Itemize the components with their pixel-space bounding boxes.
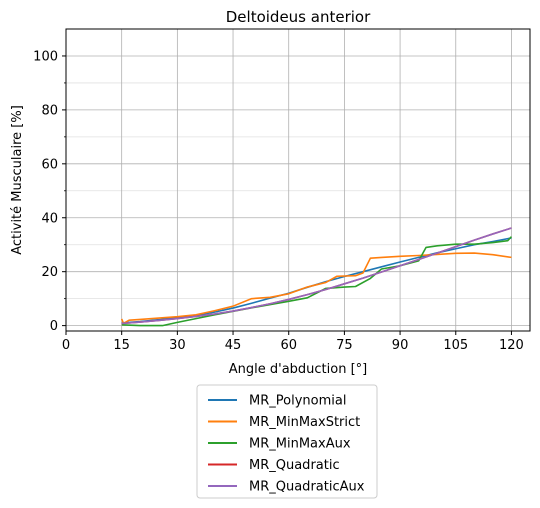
legend-box [196, 384, 378, 499]
series-line [120, 252, 512, 325]
x-tick-label: 105 [443, 338, 468, 353]
chart-title: Deltoideus anterior [226, 8, 371, 26]
legend-items: MR_Polynomial MR_MinMaxStrict MR_MinMaxAux… [208, 394, 365, 495]
series-layer [120, 227, 513, 327]
series-line [121, 237, 512, 324]
series-line [121, 227, 512, 325]
legend-label: MR_QuadraticAux [249, 480, 365, 495]
x-tick-label: 120 [499, 338, 524, 353]
x-axis-label: Angle d'abduction [°] [229, 362, 368, 377]
series-line [121, 236, 513, 327]
legend: MR_Polynomial MR_MinMaxStrict MR_MinMaxAux… [196, 384, 378, 499]
x-tick-label: 60 [280, 338, 297, 353]
plot-frame [65, 28, 531, 332]
y-tick-label: 60 [41, 157, 58, 172]
x-tick-label: 75 [336, 338, 353, 353]
tick-layer: 0 15 30 45 60 75 90 105 120 0 20 40 60 80 100 [33, 49, 524, 353]
x-tick-label: 45 [225, 338, 242, 353]
y-axis-label: Activité Musculaire [%] [10, 105, 25, 255]
y-tick-label: 40 [41, 211, 58, 226]
y-tick-label: 0 [50, 319, 58, 334]
legend-label: MR_MinMaxAux [249, 437, 351, 452]
x-tick-label: 30 [169, 338, 186, 353]
x-tick-label: 15 [113, 338, 130, 353]
series-line [121, 227, 512, 325]
x-tick-label: 90 [392, 338, 409, 353]
legend-label: MR_Quadratic [249, 458, 340, 473]
grid-layer [65, 29, 530, 331]
x-tick-label: 0 [62, 338, 70, 353]
legend-label: MR_Polynomial [249, 394, 346, 409]
y-tick-label: 80 [41, 103, 58, 118]
y-tick-label: 20 [41, 265, 58, 280]
y-tick-label: 100 [33, 49, 58, 64]
legend-label: MR_MinMaxStrict [249, 415, 360, 430]
